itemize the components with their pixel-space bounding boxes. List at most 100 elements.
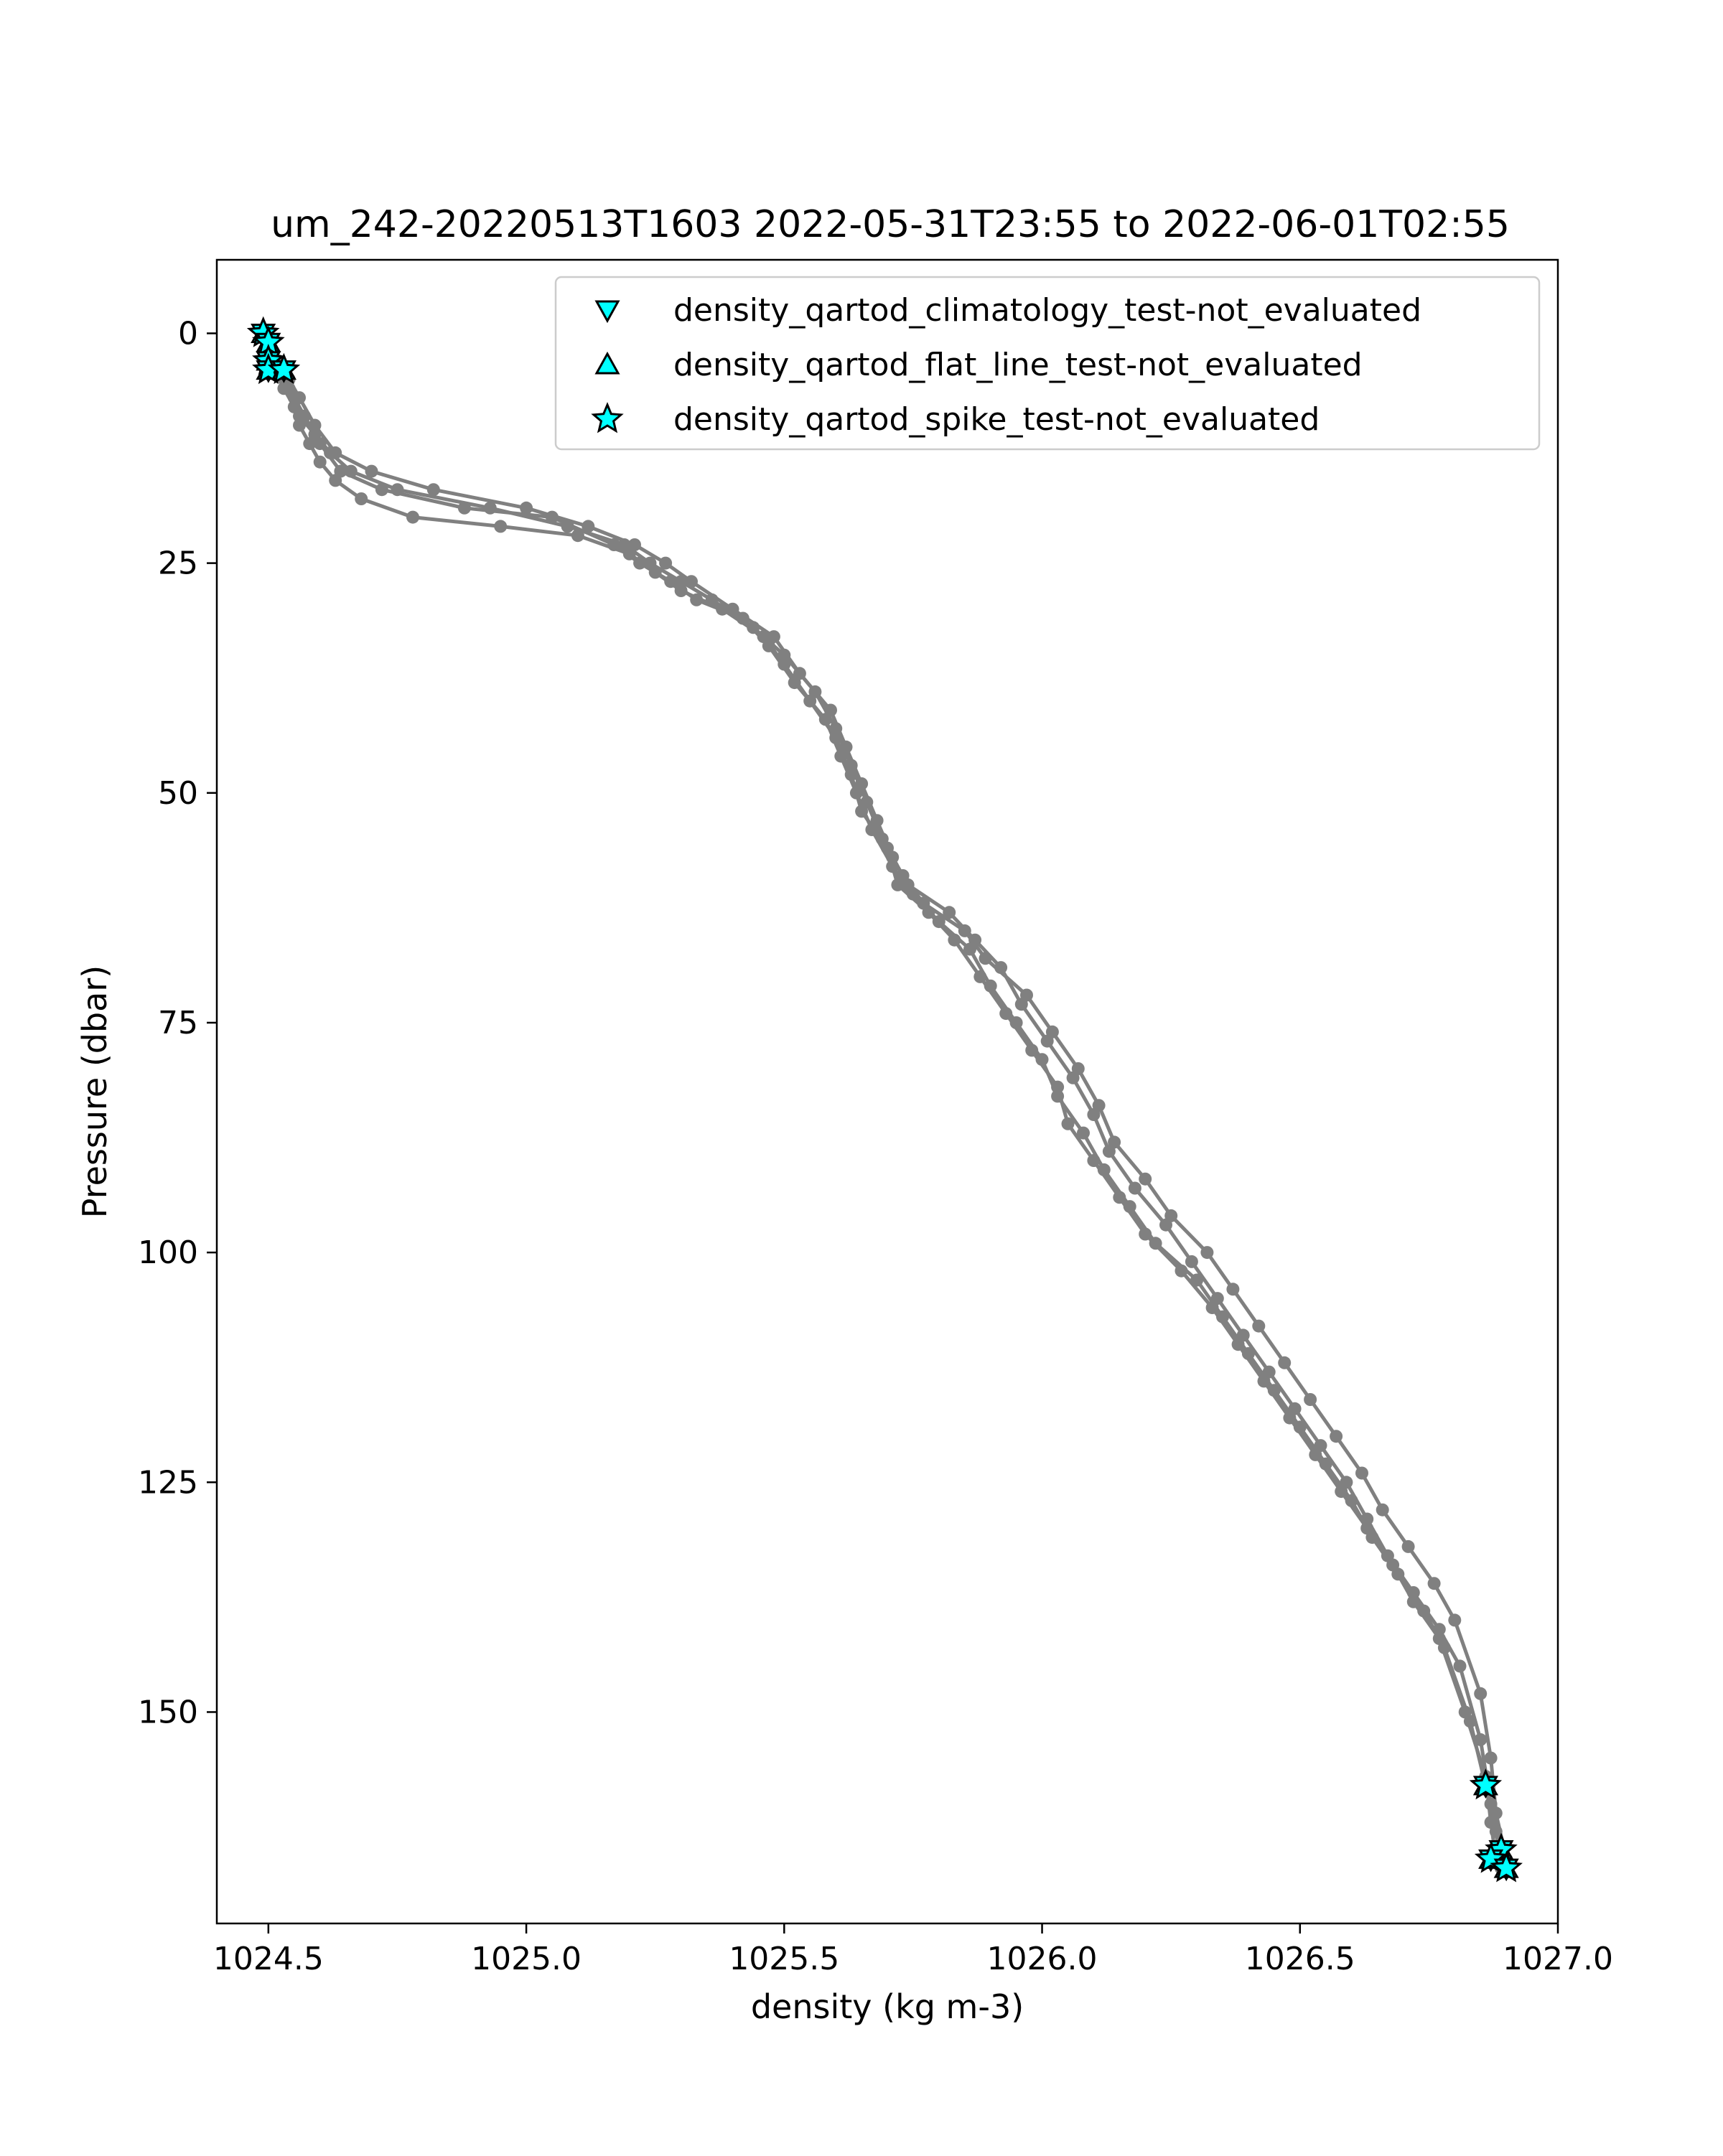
profile-point <box>917 896 930 910</box>
legend-label: density_qartod_flat_line_test-not_evalua… <box>673 347 1363 383</box>
x-axis-label: density (kg m-3) <box>751 1987 1024 2026</box>
profile-point <box>1278 1356 1292 1369</box>
y-axis-ticks: 0 25 50 75 100 125 150 <box>138 315 217 1730</box>
spike-marker <box>1490 1851 1523 1883</box>
profile-point <box>1128 1181 1141 1195</box>
profile-point <box>1216 1310 1229 1323</box>
x-tick-label: 1024.5 <box>213 1941 324 1977</box>
profile-point <box>1035 1053 1049 1067</box>
profile-point <box>1014 998 1028 1011</box>
plot-data-area <box>246 316 1523 1883</box>
profile-point <box>1185 1255 1198 1268</box>
profile-line-3 <box>261 332 1508 1860</box>
markers-layer <box>246 316 1523 1883</box>
profile-line-2 <box>266 342 1503 1869</box>
y-tick-label: 50 <box>158 775 198 812</box>
profile-point <box>1051 1089 1065 1103</box>
profile-point <box>355 492 368 505</box>
profile-point <box>690 593 704 606</box>
profile-point <box>1401 1539 1415 1553</box>
legend-marker-star <box>591 402 624 433</box>
profile-point <box>1314 1439 1327 1453</box>
profile-point <box>901 878 915 891</box>
profile-point <box>1355 1466 1368 1480</box>
profile-point <box>726 602 739 616</box>
profile-point <box>313 455 327 469</box>
profile-point <box>1102 1145 1116 1158</box>
legend-label: density_qartod_climatology_test-not_eval… <box>673 292 1421 329</box>
x-axis-ticks: 1024.5 1025.0 1025.5 1026.0 1026.5 1027.0 <box>213 1923 1613 1977</box>
y-tick-label: 75 <box>158 1005 198 1041</box>
profile-point <box>767 630 780 644</box>
profile-point <box>293 391 306 405</box>
legend-entries: density_qartod_climatology_test-not_eval… <box>591 292 1421 438</box>
y-tick-label: 25 <box>158 545 198 582</box>
profile-point <box>1376 1503 1389 1517</box>
profile-point <box>1406 1586 1420 1599</box>
y-tick-label: 125 <box>138 1464 198 1501</box>
profile-point <box>968 933 982 947</box>
profile-point <box>334 464 347 478</box>
profile-point <box>329 446 342 459</box>
profile-point <box>1427 1577 1441 1590</box>
profile-point <box>1448 1613 1462 1627</box>
profile-point <box>582 520 595 533</box>
profile-point <box>1319 1457 1332 1471</box>
y-axis-label: Pressure (dbar) <box>75 965 114 1218</box>
y-tick-label: 0 <box>178 315 198 352</box>
profile-point <box>1360 1512 1374 1526</box>
legend: density_qartod_climatology_test-not_eval… <box>554 276 1541 451</box>
profile-point <box>1139 1172 1152 1186</box>
profile-point <box>1330 1430 1343 1443</box>
x-tick-label: 1027.0 <box>1503 1941 1613 1977</box>
profile-point <box>1304 1393 1317 1406</box>
profile-point <box>1252 1319 1266 1333</box>
axes-frame <box>215 258 1559 1925</box>
profile-point <box>1066 1071 1080 1084</box>
profile-point <box>1293 1420 1307 1434</box>
profile-point <box>1149 1237 1162 1250</box>
profile-point <box>1484 1797 1498 1811</box>
profile-point <box>520 501 533 515</box>
profile-point <box>685 575 698 589</box>
profile-point <box>406 510 419 524</box>
spike-marker <box>267 352 301 385</box>
profile-point <box>1288 1402 1302 1415</box>
profile-line-4 <box>266 342 1503 1851</box>
profile-point <box>1159 1218 1172 1232</box>
profile-point <box>1097 1163 1111 1176</box>
profile-point <box>344 464 358 478</box>
profile-point <box>1453 1659 1467 1673</box>
legend-marker-triangle-up <box>594 351 620 375</box>
profile-point <box>1009 1016 1023 1029</box>
profile-point <box>1210 1292 1224 1306</box>
spike-marker <box>1469 1768 1503 1800</box>
y-tick-label: 100 <box>138 1234 198 1271</box>
profile-point <box>391 483 404 497</box>
profile-point <box>1474 1687 1488 1700</box>
x-tick-label: 1025.0 <box>471 1941 582 1977</box>
profile-point <box>643 556 657 570</box>
profile-point <box>1262 1365 1276 1379</box>
profile-point <box>1087 1108 1101 1121</box>
profile-point <box>293 409 306 423</box>
profile-point <box>1200 1246 1214 1260</box>
profile-point <box>1061 1117 1075 1130</box>
profile-line-1 <box>261 332 1498 1860</box>
profile-point <box>824 703 837 717</box>
profile-point <box>1040 1034 1054 1048</box>
profile-point <box>1190 1273 1204 1287</box>
profile-point <box>1236 1328 1250 1342</box>
profile-point <box>1474 1733 1488 1746</box>
profile-point <box>984 979 997 993</box>
profile-point <box>793 667 806 680</box>
y-tick-label: 150 <box>138 1694 198 1730</box>
profile-point <box>1267 1384 1281 1397</box>
profile-point <box>943 906 956 919</box>
profile-point <box>932 915 945 929</box>
profile-point <box>1432 1623 1446 1636</box>
profile-point <box>628 538 641 551</box>
legend-marker-triangle-down <box>594 300 620 324</box>
